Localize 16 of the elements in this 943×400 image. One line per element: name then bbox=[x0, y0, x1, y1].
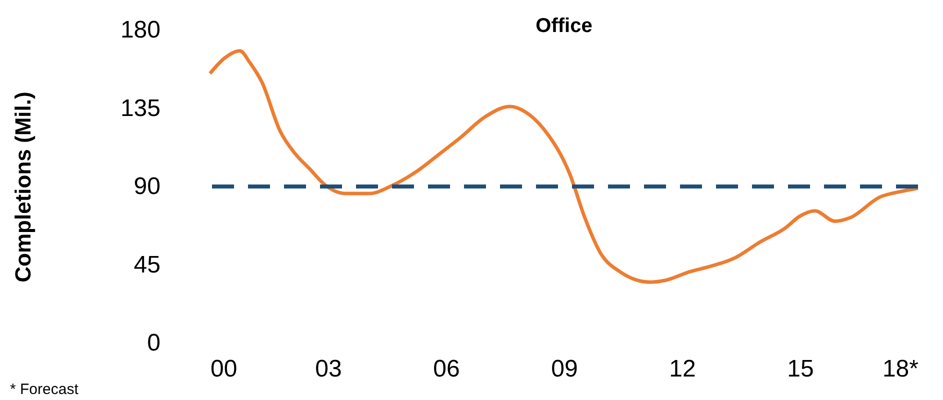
x-tick-label: 15 bbox=[787, 356, 814, 382]
y-tick-label: 90 bbox=[134, 173, 160, 200]
y-tick-label: 45 bbox=[134, 251, 160, 278]
x-tick-label: 06 bbox=[433, 356, 460, 382]
x-tick-label: 03 bbox=[315, 356, 342, 382]
chart-title: Office bbox=[536, 15, 592, 37]
x-tick-label: 18* bbox=[882, 356, 918, 382]
line-series bbox=[208, 49, 920, 284]
y-tick-label: 0 bbox=[147, 330, 160, 356]
x-tick-label: 00 bbox=[210, 356, 238, 382]
y-tick-label: 180 bbox=[120, 16, 160, 44]
y-tick-label: 135 bbox=[120, 94, 160, 122]
x-tick-label: 09 bbox=[551, 356, 578, 382]
x-tick-label: 12 bbox=[669, 356, 696, 382]
text: * Forecast bbox=[10, 381, 80, 398]
y-axis-title: Completions (Mil.) bbox=[10, 92, 36, 282]
